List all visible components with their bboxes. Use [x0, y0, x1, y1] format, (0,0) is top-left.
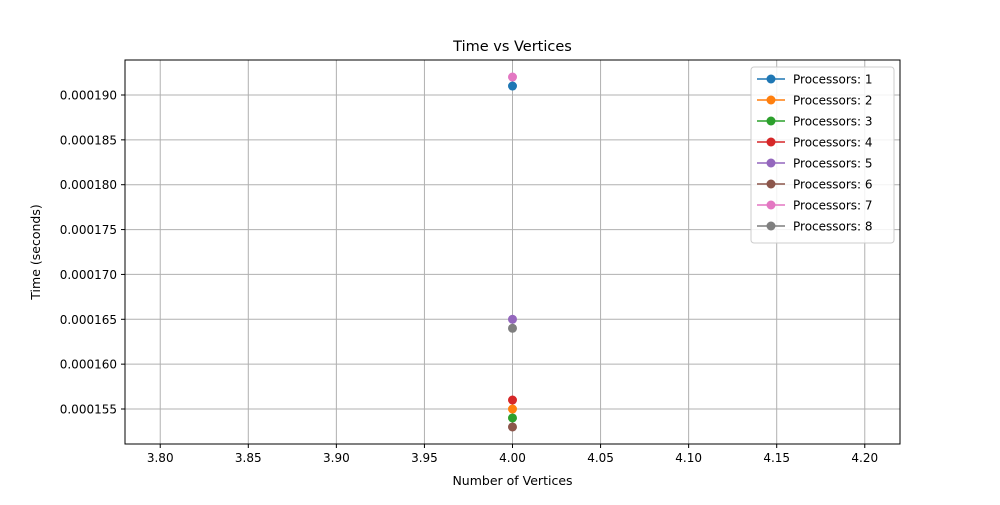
data-point: [508, 422, 517, 432]
legend-label: Processors: 2: [793, 94, 873, 108]
y-tick-label: 0.000180: [60, 178, 117, 192]
x-tick-label: 3.90: [323, 451, 350, 465]
legend-item: Processors: 8: [757, 220, 873, 234]
legend-item: Processors: 5: [757, 157, 873, 171]
plot-frame: [124, 59, 901, 445]
x-tick-label: 4.10: [675, 451, 702, 465]
data-point: [508, 72, 517, 82]
x-tick-label: 3.80: [147, 451, 174, 465]
series-2: [508, 404, 517, 414]
y-tick-label: 0.000190: [60, 88, 117, 102]
y-tick-label: 0.000165: [60, 313, 117, 327]
y-tick-label: 0.000170: [60, 268, 117, 282]
data-point: [508, 395, 517, 405]
legend-item: Processors: 2: [757, 94, 873, 108]
chart-title: Time vs Vertices: [452, 39, 572, 55]
x-tick-label: 4.20: [851, 451, 878, 465]
legend-marker: [766, 137, 776, 147]
legend-label: Processors: 1: [793, 73, 873, 87]
x-tick-label: 4.15: [763, 451, 790, 465]
data-point: [508, 314, 517, 324]
legend-marker: [766, 74, 776, 84]
legend-marker: [766, 200, 776, 210]
series-1: [508, 81, 517, 91]
x-axis-label: Number of Vertices: [452, 473, 572, 488]
legend-item: Processors: 7: [757, 199, 873, 213]
series-layer: [508, 72, 517, 432]
legend-marker: [766, 179, 776, 189]
legend-box: [750, 66, 895, 244]
legend-marker: [766, 116, 776, 126]
legend-marker: [766, 95, 776, 105]
series-8: [508, 323, 517, 333]
legend-label: Processors: 6: [793, 178, 873, 192]
legend-item: Processors: 3: [757, 115, 873, 129]
series-7: [508, 72, 517, 82]
legend: Processors: 1 Processors: 2 Processors: 3 P…: [750, 66, 895, 244]
data-point: [508, 413, 517, 423]
y-tick-label: 0.000185: [60, 133, 117, 147]
legend-label: Processors: 7: [793, 199, 873, 213]
y-tick-label: 0.000175: [60, 223, 117, 237]
legend-item: Processors: 1: [757, 73, 873, 87]
legend-item: Processors: 6: [757, 178, 873, 192]
legend-item: Processors: 4: [757, 136, 873, 150]
data-point: [508, 323, 517, 333]
series-3: [508, 413, 517, 423]
y-tick-label: 0.000155: [60, 403, 117, 417]
legend-marker: [766, 221, 776, 231]
legend-label: Processors: 3: [793, 115, 873, 129]
x-tick-label: 3.95: [411, 451, 438, 465]
y-axis-label: Time (seconds): [28, 204, 43, 300]
x-axis: 3.80 3.85 3.90 3.95 4.00 4.05 4.10 4.15 4.20: [147, 444, 878, 465]
x-tick-label: 4.05: [587, 451, 614, 465]
legend-label: Processors: 4: [793, 136, 873, 150]
series-6: [508, 422, 517, 432]
series-5: [508, 314, 517, 324]
x-tick-label: 4.00: [499, 451, 526, 465]
data-point: [508, 81, 517, 91]
legend-label: Processors: 8: [793, 220, 873, 234]
legend-marker: [766, 158, 776, 168]
series-4: [508, 395, 517, 405]
y-tick-label: 0.000160: [60, 358, 117, 372]
x-tick-label: 3.85: [235, 451, 262, 465]
data-point: [508, 404, 517, 414]
legend-label: Processors: 5: [793, 157, 873, 171]
y-axis: 0.000155 0.000160 0.000165 0.000170 0.000175…: [60, 88, 125, 417]
